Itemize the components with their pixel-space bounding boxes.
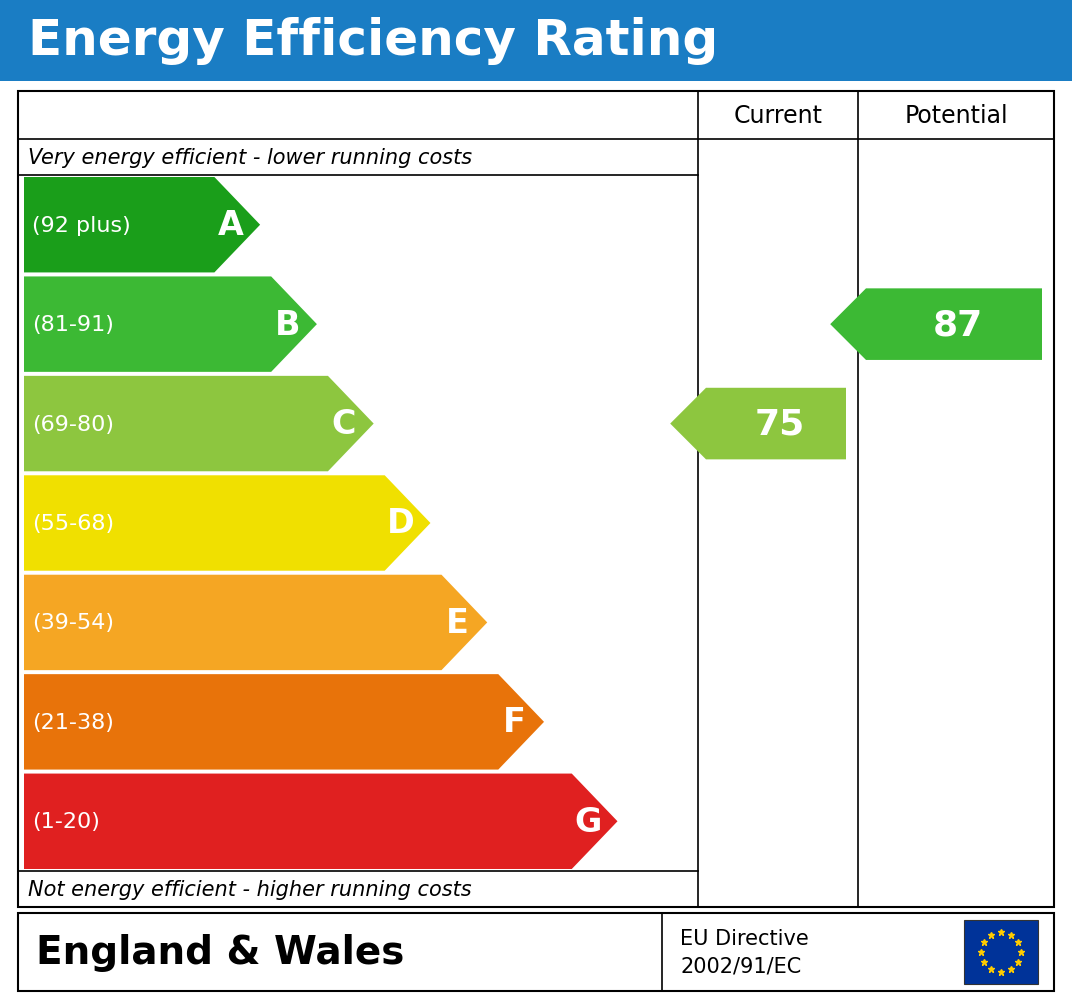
Polygon shape xyxy=(830,289,1042,360)
Text: G: G xyxy=(575,805,601,838)
Polygon shape xyxy=(24,277,317,372)
Text: Not energy efficient - higher running costs: Not energy efficient - higher running co… xyxy=(28,879,472,899)
Polygon shape xyxy=(24,178,260,273)
Text: Potential: Potential xyxy=(904,104,1008,127)
Bar xyxy=(18,92,1054,907)
Text: (55-68): (55-68) xyxy=(32,514,114,534)
Text: D: D xyxy=(387,507,415,540)
Polygon shape xyxy=(670,388,846,460)
Text: 75: 75 xyxy=(755,407,805,441)
Text: B: B xyxy=(274,308,300,341)
Text: C: C xyxy=(331,407,356,440)
Text: (81-91): (81-91) xyxy=(32,315,114,335)
Polygon shape xyxy=(24,376,374,471)
Bar xyxy=(18,913,1054,991)
Text: (69-80): (69-80) xyxy=(32,414,114,434)
Text: (39-54): (39-54) xyxy=(32,613,114,633)
Text: (1-20): (1-20) xyxy=(32,811,100,831)
Text: (92 plus): (92 plus) xyxy=(32,216,131,236)
Text: England & Wales: England & Wales xyxy=(36,933,404,971)
Text: A: A xyxy=(218,209,243,242)
Text: Current: Current xyxy=(733,104,822,127)
Bar xyxy=(964,920,1038,984)
Text: (21-38): (21-38) xyxy=(32,712,114,732)
Text: E: E xyxy=(446,607,468,639)
Text: Energy Efficiency Rating: Energy Efficiency Rating xyxy=(28,17,718,65)
Polygon shape xyxy=(24,575,488,670)
Bar xyxy=(0,0,1072,82)
Polygon shape xyxy=(24,773,617,870)
Polygon shape xyxy=(24,475,431,571)
Text: 87: 87 xyxy=(933,308,983,342)
Text: EU Directive
2002/91/EC: EU Directive 2002/91/EC xyxy=(680,928,808,976)
Text: Very energy efficient - lower running costs: Very energy efficient - lower running co… xyxy=(28,147,472,168)
Text: F: F xyxy=(503,706,525,738)
Polygon shape xyxy=(24,674,544,770)
